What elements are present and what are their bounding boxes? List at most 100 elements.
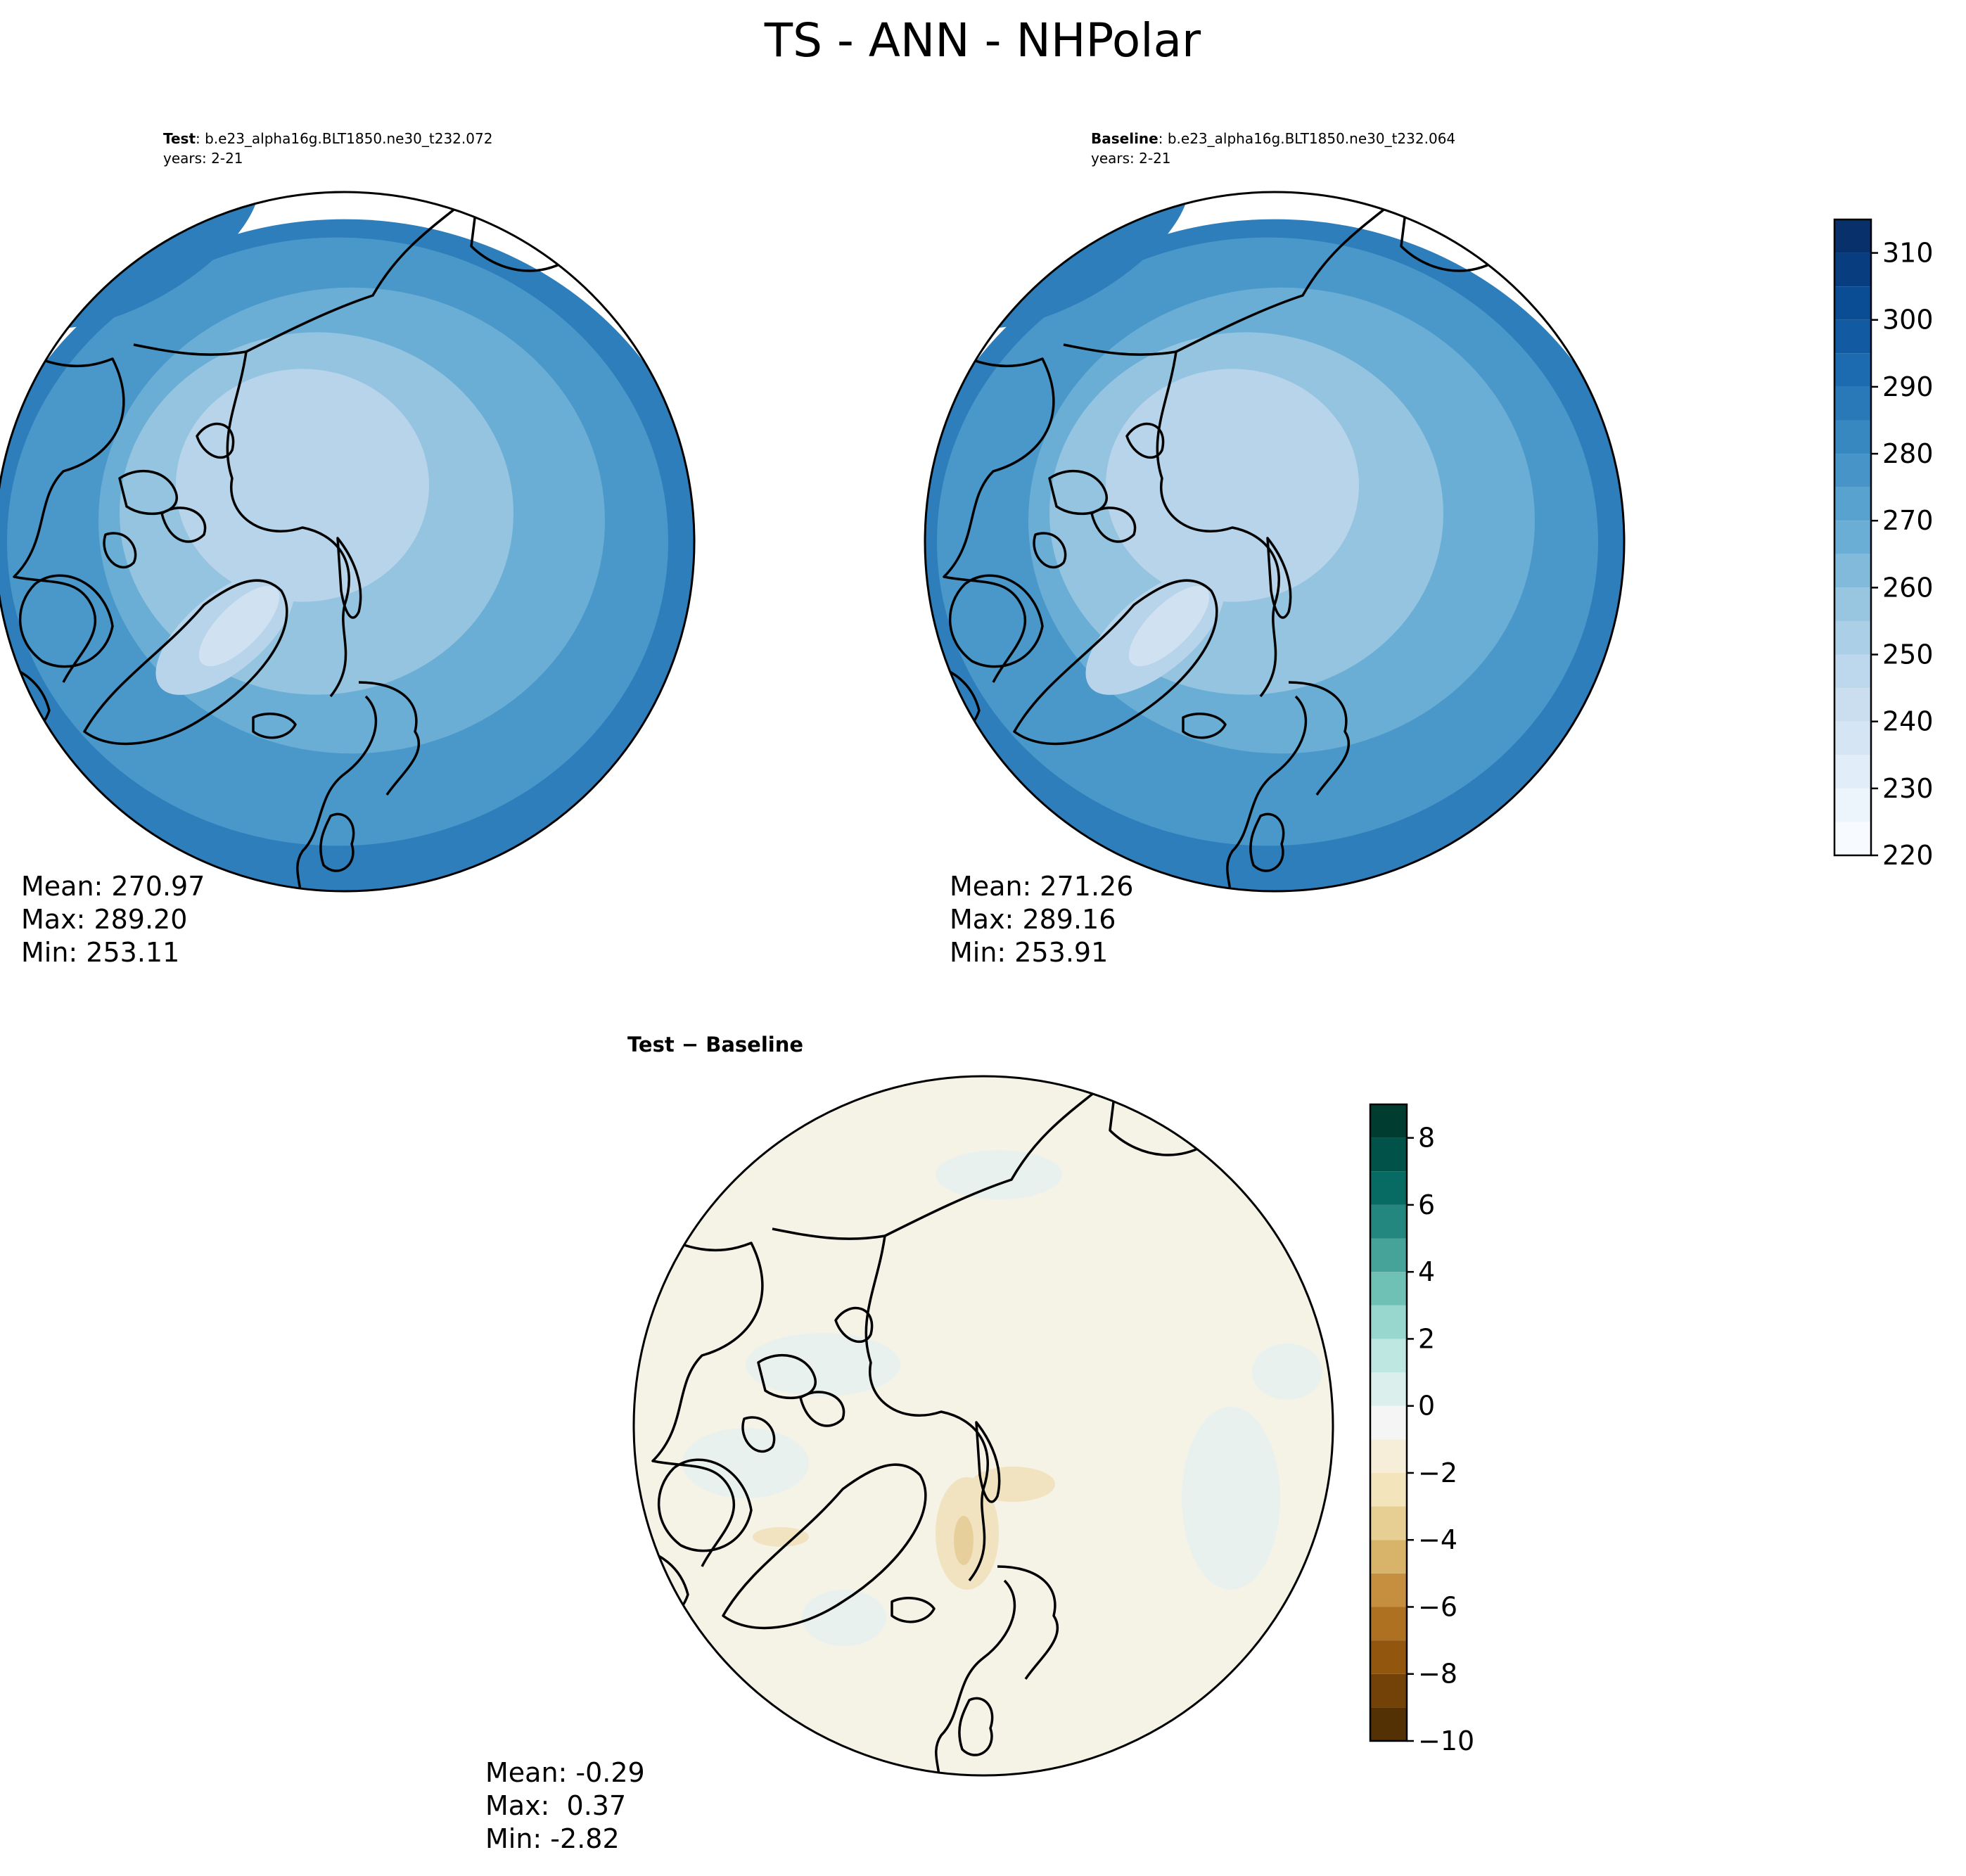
colorbar-segment: [1370, 1472, 1407, 1507]
panel-test-stat-mean: Mean: 270.97: [21, 871, 205, 902]
colorbar-tick-label: 300: [1882, 305, 1934, 336]
colorbar-tick-label: −6: [1418, 1591, 1457, 1622]
colorbar-segment: [1834, 654, 1871, 689]
panel-test-map-boundary: [0, 191, 696, 893]
panel-difference-stat-mean: Mean: -0.29: [485, 1757, 645, 1788]
colorbar-frame: [1833, 218, 1872, 857]
field-diff-patch: [746, 1333, 900, 1396]
coastline: [975, 1421, 1001, 1503]
field-diff-background: [634, 1076, 1333, 1775]
coastline: [358, 681, 421, 796]
coastline: [864, 1235, 989, 1582]
field-cold-greenland-core: [198, 585, 280, 667]
coastline: [294, 695, 378, 891]
colorbar-segment: [1834, 454, 1871, 487]
coastline: [1090, 506, 1137, 543]
colorbar-frame: [1369, 1103, 1408, 1742]
colorbar-segment: [1834, 721, 1871, 755]
field-diff-patch: [753, 1527, 809, 1547]
coastline: [722, 1463, 927, 1630]
colorbar-segment: [1370, 1372, 1407, 1406]
coastline: [336, 537, 362, 619]
panel-test: Test: b.e23_alpha16g.BLT1850.ne30_t232.0…: [0, 130, 696, 968]
colorbar-tick-label: −4: [1418, 1524, 1457, 1555]
panel-baseline-stat-max: Max: 289.16: [950, 904, 1116, 935]
coastline: [1125, 422, 1165, 459]
coastline: [6, 343, 125, 683]
coastline: [1288, 681, 1351, 796]
coastline: [741, 1416, 776, 1453]
colorbar-segment: [1834, 822, 1871, 855]
colorbar-tick-label: 6: [1418, 1189, 1435, 1220]
panel-baseline-field: [925, 192, 1624, 891]
colorbar-segment: [1370, 1439, 1407, 1473]
panel-baseline-map: [925, 192, 1624, 891]
coastline: [319, 812, 355, 872]
panel-baseline-label-bold: Baseline: [1091, 130, 1158, 147]
colorbar-segment: [1834, 219, 1871, 253]
coastline: [997, 1565, 1059, 1680]
colorbar-segment: [1370, 1339, 1407, 1373]
colorbar-segment: [1834, 253, 1871, 287]
coastline: [1013, 579, 1218, 746]
colorbar-segment: [1370, 1305, 1407, 1339]
colorbar-segment: [1834, 319, 1871, 354]
colorbar-tick-label: 4: [1418, 1256, 1435, 1287]
panel-baseline-stat-mean: Mean: 271.26: [950, 871, 1133, 902]
colorbar-segment: [1370, 1506, 1407, 1540]
field-diff-patch: [1182, 1407, 1280, 1590]
coastline: [772, 1227, 886, 1240]
colorbar-segment: [1370, 1137, 1407, 1172]
colorbar-segment: [1370, 1204, 1407, 1239]
coastline: [658, 1458, 753, 1552]
panel-baseline-stat-min: Min: 253.91: [950, 937, 1108, 968]
panel-difference-stat-max: Max: 0.37: [485, 1790, 626, 1821]
panel-difference-map: [634, 1076, 1333, 1775]
field-diff-patch: [971, 1467, 1055, 1502]
coastline: [1156, 351, 1280, 698]
colorbar-segment: [1370, 1607, 1407, 1641]
colorbar-segment: [1834, 420, 1871, 454]
colorbar-tick-label: 2: [1418, 1323, 1435, 1354]
field-diff-patch: [1252, 1344, 1322, 1400]
coastline: [1224, 695, 1308, 891]
panel-difference-stat-min: Min: -2.82: [485, 1823, 620, 1854]
coastline: [1048, 469, 1109, 516]
colorbar-segment: [1834, 755, 1871, 789]
colorbar-tick-label: 260: [1882, 572, 1934, 603]
coastline: [1249, 812, 1285, 872]
panel-difference-map-boundary: [632, 1075, 1334, 1777]
coastline: [936, 343, 1055, 683]
colorbar-tick-label: 8: [1418, 1123, 1435, 1154]
panel-difference-field: [634, 1076, 1333, 1775]
panel-baseline: Baseline: b.e23_alpha16g.BLT1850.ne30_t2…: [924, 130, 1934, 968]
colorbar-segment: [1834, 620, 1871, 655]
panel-baseline-label-rest: : b.e23_alpha16g.BLT1850.ne30_t232.064: [1158, 130, 1455, 147]
coastline: [834, 1306, 874, 1343]
colorbar-segment: [1370, 1238, 1407, 1272]
colorbar-segment: [1834, 688, 1871, 722]
coastline: [933, 1579, 1016, 1775]
panel-difference-label: Test − Baseline: [627, 1033, 803, 1057]
colorbar-tick-label: 230: [1882, 773, 1934, 804]
colorbar-tick-label: −10: [1418, 1725, 1474, 1756]
field-diff-patch: [682, 1428, 809, 1498]
panel-baseline-label: Baseline: b.e23_alpha16g.BLT1850.ne30_t2…: [1091, 130, 1455, 147]
figure-title: TS - ANN - NHPolar: [764, 13, 1201, 68]
field-band: [1106, 369, 1359, 602]
colorbar-segment: [1370, 1405, 1407, 1440]
panel-difference: Test − Baseline Mean: -0.29 Max: 0.37 Mi…: [485, 1033, 1474, 1854]
field-diff-patch: [936, 1150, 1062, 1199]
panel-baseline-years: years: 2-21: [1091, 150, 1171, 167]
panel-test-label-bold: Test: [163, 130, 196, 147]
coastline: [118, 469, 179, 516]
colorbar-tick-label: 280: [1882, 438, 1934, 469]
coastline: [133, 343, 247, 356]
coastline: [891, 1597, 936, 1623]
colorbar-segment: [1370, 1673, 1407, 1708]
panel-test-map: [0, 192, 694, 891]
coastline: [1266, 537, 1292, 619]
coastline: [1182, 713, 1227, 739]
coastline: [958, 1697, 994, 1756]
